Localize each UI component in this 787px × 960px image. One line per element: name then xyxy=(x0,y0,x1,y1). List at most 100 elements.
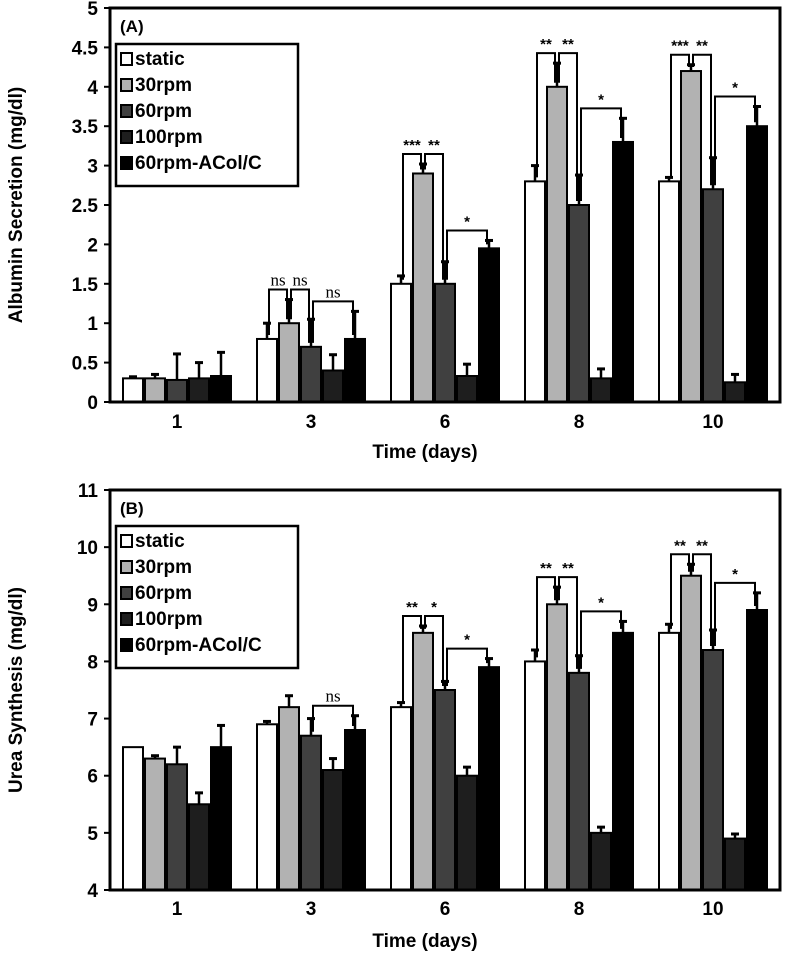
bar-60rpm xyxy=(434,282,456,403)
y-tick-label: 5 xyxy=(87,0,98,20)
legend-swatch xyxy=(120,586,133,600)
bar-60rpm-acol-c xyxy=(478,247,500,403)
bar-static xyxy=(658,180,680,403)
significance-bracket xyxy=(558,576,578,669)
bar-60rpm-acol-c xyxy=(746,609,768,891)
significance-bracket xyxy=(670,53,690,178)
legend-label: static xyxy=(135,531,185,552)
significance-bracket xyxy=(402,153,422,280)
significance-label: ** xyxy=(696,537,708,554)
x-tick-label: 10 xyxy=(702,412,723,433)
bar-60rpm-acol-c xyxy=(746,125,768,403)
bar-60rpm xyxy=(434,689,456,891)
significance-label: ns xyxy=(325,687,340,706)
y-tick-label: 8 xyxy=(87,652,98,673)
significance-label: *** xyxy=(671,38,689,55)
bar-100rpm xyxy=(590,377,612,403)
significance-label: * xyxy=(732,566,738,583)
significance-bracket xyxy=(446,229,488,280)
legend-label: static xyxy=(135,49,185,70)
bar-60rpm xyxy=(568,204,590,403)
y-tick-label: 4 xyxy=(87,78,98,99)
significance-label: ns xyxy=(270,271,285,290)
x-tick-label: 1 xyxy=(172,899,183,920)
legend-swatch xyxy=(120,612,133,626)
bar-60rpm xyxy=(166,378,188,404)
bar-100rpm xyxy=(590,831,612,891)
y-tick-label: 11 xyxy=(78,481,99,502)
bar-static xyxy=(524,660,546,892)
bar-60rpm-acol-c xyxy=(344,337,366,403)
significance-bracket xyxy=(536,52,556,178)
y-axis-label: Urea Synthesis (mg/dl) xyxy=(6,587,27,793)
bar-60rpm-acol-c xyxy=(612,631,634,891)
y-tick-label: 4.5 xyxy=(72,38,99,59)
bar-static xyxy=(256,723,278,891)
bar-30rpm xyxy=(546,85,568,404)
significance-bracket xyxy=(536,576,556,658)
plot-frame xyxy=(108,6,782,404)
legend-swatch xyxy=(120,130,133,144)
bar-60rpm-acol-c xyxy=(210,374,232,404)
bar-100rpm xyxy=(456,774,478,892)
bar-30rpm xyxy=(144,757,166,891)
bar-60rpm xyxy=(300,734,322,892)
x-tick-label: 10 xyxy=(702,899,723,920)
significance-label: * xyxy=(732,80,738,97)
bar-30rpm xyxy=(412,631,434,891)
y-tick-label: 3 xyxy=(87,157,98,178)
y-axis-label: Albumin Secretion (mg/dl) xyxy=(6,87,27,323)
significance-label: ** xyxy=(674,537,686,554)
x-tick-label: 1 xyxy=(172,412,183,433)
x-axis-label: Time (days) xyxy=(372,442,477,463)
bar-30rpm xyxy=(546,603,568,891)
bar-static xyxy=(658,631,680,891)
y-tick-label: 9 xyxy=(87,595,98,616)
bar-100rpm xyxy=(456,374,478,404)
significance-label: ** xyxy=(428,137,440,154)
significance-bracket xyxy=(670,553,690,629)
bar-60rpm xyxy=(300,345,322,403)
bar-100rpm xyxy=(188,803,210,891)
bar-100rpm xyxy=(724,837,746,891)
bar-static xyxy=(122,746,144,892)
significance-bracket xyxy=(580,610,622,669)
bar-100rpm xyxy=(322,769,344,891)
legend-label: 60rpm xyxy=(135,101,192,122)
significance-bracket xyxy=(580,107,622,201)
significance-label: * xyxy=(431,599,437,616)
bar-60rpm xyxy=(166,763,188,891)
legend-label: 30rpm xyxy=(135,557,192,578)
significance-label: *** xyxy=(403,137,421,154)
plot-frame xyxy=(108,488,782,892)
legend-swatch xyxy=(120,78,133,92)
significance-bracket xyxy=(692,553,712,646)
bar-static xyxy=(524,180,546,403)
legend-label: 100rpm xyxy=(135,609,203,630)
panel-label: (B) xyxy=(120,499,144,518)
y-tick-label: 3.5 xyxy=(72,117,99,138)
significance-label: * xyxy=(598,594,604,611)
significance-label: ** xyxy=(562,36,574,53)
significance-bracket xyxy=(290,288,310,343)
significance-label: ** xyxy=(406,599,418,616)
significance-label: ** xyxy=(562,560,574,577)
significance-bracket xyxy=(714,95,756,186)
bar-60rpm-acol-c xyxy=(344,729,366,891)
x-tick-label: 6 xyxy=(440,412,451,433)
x-axis-label: Time (days) xyxy=(372,931,477,952)
y-tick-label: 0.5 xyxy=(72,354,99,375)
bar-60rpm-acol-c xyxy=(478,666,500,892)
bar-static xyxy=(256,337,278,403)
y-tick-label: 10 xyxy=(77,538,98,559)
bar-30rpm xyxy=(680,574,702,891)
legend-swatch xyxy=(120,52,133,66)
bar-static xyxy=(390,706,412,892)
legend-box xyxy=(114,524,300,670)
significance-bracket xyxy=(402,615,422,704)
bar-30rpm xyxy=(680,70,702,403)
significance-label: ns xyxy=(292,271,307,290)
y-tick-label: 2.5 xyxy=(72,196,99,217)
significance-bracket xyxy=(692,53,712,186)
